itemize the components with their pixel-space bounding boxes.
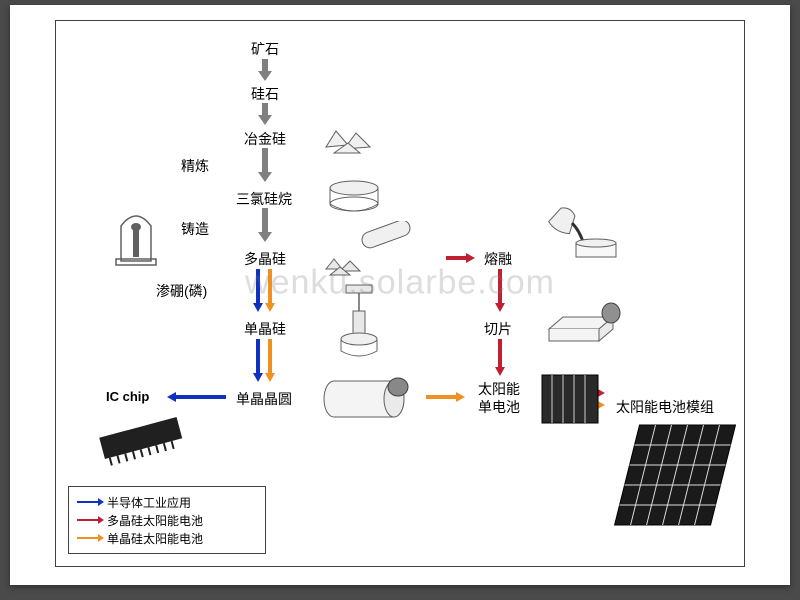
solar-cell-icon <box>536 369 606 429</box>
ingot-icon <box>316 369 426 429</box>
reactor-icon <box>111 201 161 271</box>
slide: 矿石 硅石 冶金硅 三氯硅烷 多晶硅 单晶硅 单晶晶圆 IC chip 精炼 铸… <box>10 5 790 585</box>
legend-row-mono: .legend-row:nth-child(3) .legend-arrow::… <box>77 529 257 547</box>
legend-row-semiconductor: .legend-row:nth-child(1) .legend-arrow::… <box>77 493 257 511</box>
pour-icon <box>546 201 626 261</box>
diagram-frame: 矿石 硅石 冶金硅 三氯硅烷 多晶硅 单晶硅 单晶晶圆 IC chip 精炼 铸… <box>55 20 745 567</box>
solar-module-icon <box>611 419 741 539</box>
ic-chip-icon <box>86 409 196 469</box>
legend-row-poly: .legend-row:nth-child(2) .legend-arrow::… <box>77 511 257 529</box>
legend-label: 单晶硅太阳能电池 <box>107 530 203 547</box>
chunks-icon <box>316 119 386 159</box>
dish-icon <box>324 176 384 221</box>
legend-arrow-red <box>77 519 99 521</box>
block-icon <box>541 299 631 349</box>
legend-label: 半导体工业应用 <box>107 494 191 511</box>
legend: .legend-row:nth-child(1) .legend-arrow::… <box>68 486 266 554</box>
legend-arrow-orange <box>77 537 99 539</box>
legend-label: 多晶硅太阳能电池 <box>107 512 203 529</box>
cz-icon <box>336 281 386 361</box>
poly-icon <box>316 221 416 281</box>
legend-arrow-blue <box>77 501 99 503</box>
